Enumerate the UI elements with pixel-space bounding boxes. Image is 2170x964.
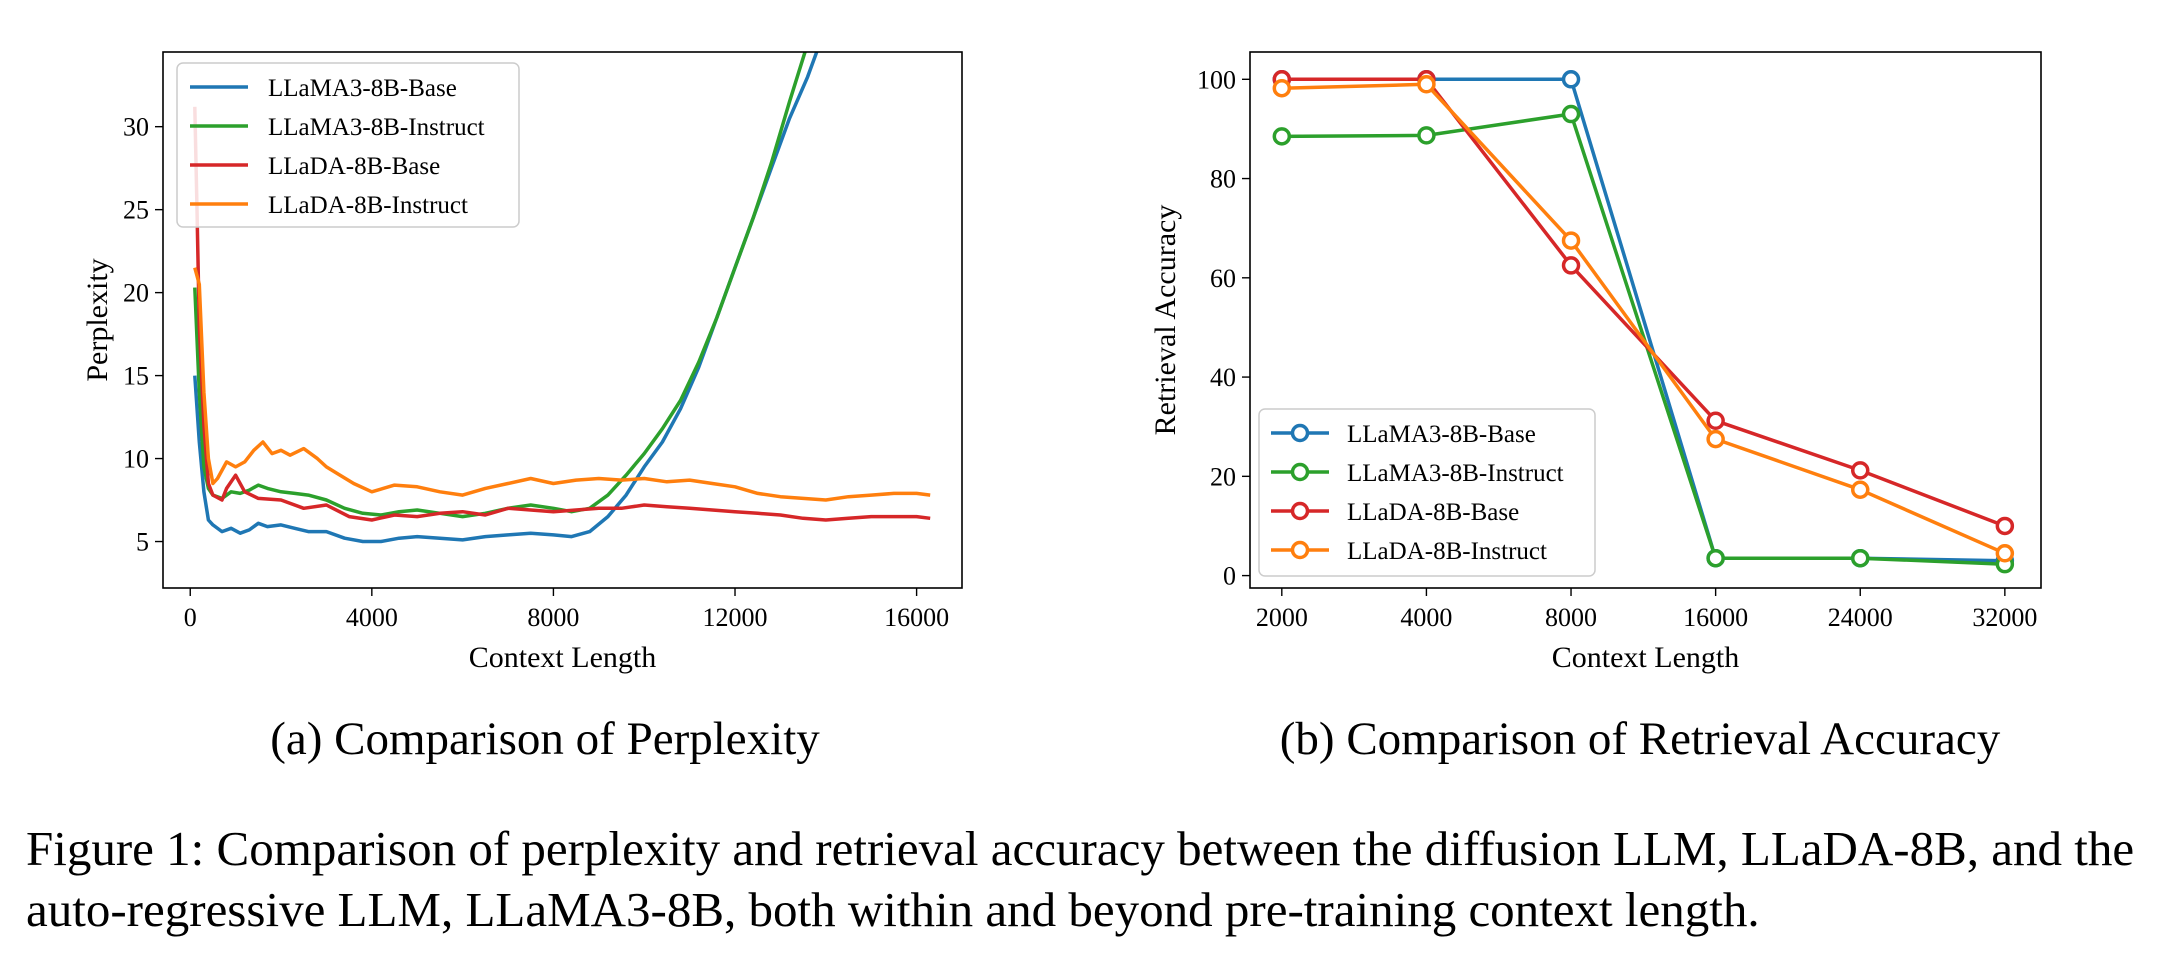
data-point-llama3-8b-base [1561,70,1581,89]
series-line-llama3-8b-instruct [193,52,807,519]
subcaption-perplexity: (a) Comparison of Perplexity [270,713,820,765]
y-tick-label: 20 [123,279,149,308]
x-tick-label: 8000 [527,603,579,632]
y-tick-label: 20 [1210,462,1236,491]
y-tick-label: 15 [123,362,149,391]
x-tick-label: 8000 [1545,603,1597,632]
data-point-llama3-8b-instruct [1561,104,1581,124]
x-axis-title: Context Length [469,641,656,674]
legend-marker-llada-8b-instruct [1290,540,1310,560]
y-axis-title: Retrieval Accuracy [1149,205,1182,436]
data-point-llada-8b-instruct [1417,75,1436,94]
subcaption-retrieval-accuracy: (b) Comparison of Retrieval Accuracy [1279,713,2001,765]
y-tick-label: 60 [1210,264,1236,293]
x-tick-label: 12000 [703,603,768,632]
series-line-llama3-8b-instruct [1281,112,2005,566]
data-point-llada-8b-instruct [1706,429,1725,449]
x-tick-label: 32000 [1972,603,2037,632]
legend-box [1258,408,1596,577]
legend-label-llada-8b-instruct: LLaDA-8B-Instruct [1347,538,1547,565]
plot-frame [162,51,963,589]
x-tick-label: 16000 [1683,603,1748,632]
perplexity-chart: 0 4000 8000 12000 16000 5 10 15 20 25 30 Context Le… [81,51,963,674]
legend-marker-llama3-8b-base [1290,423,1310,443]
data-point-llama3-8b-instruct [1706,548,1725,568]
x-tick-label: 0 [184,603,197,632]
data-point-llama3-8b-instruct [1272,127,1292,146]
y-tick-label: 40 [1210,363,1236,392]
y-tick-label: 5 [136,528,149,557]
y-tick-label: 25 [123,196,149,225]
legend-label-llama3-8b-base: LLaMA3-8B-Base [268,75,457,102]
data-point-llada-8b-instruct [1561,231,1581,250]
y-axis-title: Perplexity [81,258,114,381]
legend-marker-llada-8b-base [1290,501,1310,521]
series-line-llada-8b-instruct [1281,82,2006,555]
y-tick-label: 10 [123,445,149,474]
data-point-llada-8b-base [1995,516,2015,536]
legend-label-llada-8b-base: LLaDA-8B-Base [1347,499,1519,526]
figure-caption: Figure 1: Comparison of perplexity and r… [26,821,2135,937]
data-point-llada-8b-base [1850,461,1870,480]
legend-label-llama3-8b-instruct: LLaMA3-8B-Instruct [1347,460,1564,487]
legend: LLaMA3-8B-Base LLaMA3-8B-Instruct LLaDA-8B… [1258,408,1596,577]
x-tick-label: 4000 [1400,603,1452,632]
legend-label-llama3-8b-instruct: LLaMA3-8B-Instruct [268,114,485,141]
legend: LLaMA3-8B-Base LLaMA3-8B-Instruct LLaDA-8B… [176,62,520,228]
y-tick-label: 100 [1197,65,1236,94]
data-point-llama3-8b-instruct [1850,548,1870,568]
x-tick-label: 16000 [884,603,949,632]
series-line-llada-8b-base [193,106,931,522]
series-line-llada-8b-instruct [193,267,931,502]
legend-label-llada-8b-instruct: LLaDA-8B-Instruct [268,192,468,219]
data-point-llada-8b-instruct [1272,78,1292,98]
series-line-llada-8b-base [1281,77,2006,528]
retrieval-accuracy-chart: 2000 4000 8000 16000 24000 32000 0 20 40 60 80 100 C… [1149,51,2042,674]
y-tick-label: 0 [1223,562,1236,591]
data-point-llada-8b-base [1706,411,1725,430]
plot-frame [1249,51,2042,589]
legend-marker-llama3-8b-instruct [1290,462,1310,482]
x-axis-title: Context Length [1552,641,1739,674]
series-group [193,52,931,544]
data-point-llama3-8b-instruct [1417,126,1436,145]
x-tick-label: 2000 [1256,603,1308,632]
legend-label-llama3-8b-base: LLaMA3-8B-Base [1347,421,1536,448]
data-point-llada-8b-instruct [1995,544,2015,563]
legend-label-llada-8b-base: LLaDA-8B-Base [268,153,440,180]
legend-box [176,62,520,228]
x-tick-label: 24000 [1828,603,1893,632]
x-tick-label: 4000 [346,603,398,632]
data-point-llada-8b-instruct [1850,480,1870,499]
y-tick-label: 80 [1210,165,1236,194]
y-tick-label: 30 [123,113,149,142]
data-point-llada-8b-base [1561,256,1581,275]
